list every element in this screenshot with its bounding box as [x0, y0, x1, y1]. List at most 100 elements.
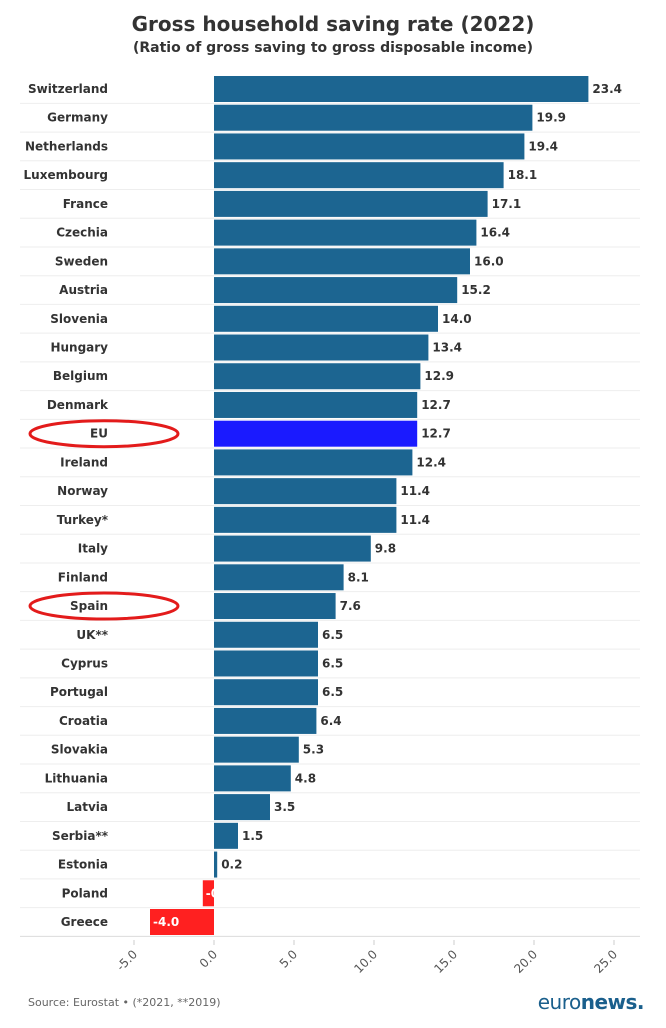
- bar-uk: [214, 621, 318, 648]
- value-label: 13.4: [432, 341, 462, 355]
- category-label: Slovakia: [51, 743, 108, 757]
- chart-subtitle: (Ratio of gross saving to gross disposab…: [132, 40, 534, 56]
- value-label: 0.2: [221, 858, 242, 872]
- bar-slovakia: [214, 736, 299, 763]
- x-tick-label: 20.0: [511, 947, 540, 976]
- value-label: 1.5: [242, 829, 263, 843]
- value-label: -4.0: [153, 915, 179, 929]
- value-label: 18.1: [508, 168, 538, 182]
- euronews-logo: euronews.: [537, 990, 645, 1014]
- category-label: UK**: [76, 628, 108, 642]
- bar-chart: -5.0 0.0 5.0 10.0 15.0 20.0 25.0 Switzerland 23.…: [20, 76, 640, 976]
- category-label: Cyprus: [61, 656, 108, 670]
- value-label: 11.4: [400, 513, 430, 527]
- bar-serbia: [214, 822, 238, 849]
- x-tick-label: 10.0: [351, 947, 380, 976]
- x-tick-label: 0.0: [197, 947, 220, 970]
- value-label: 19.9: [536, 111, 566, 125]
- source-note: Source: Eurostat • (*2021, **2019): [28, 996, 221, 1009]
- category-label: Croatia: [59, 714, 108, 728]
- bar-netherlands: [214, 133, 525, 160]
- chart-title: Gross household saving rate (2022): [131, 12, 535, 36]
- value-label: 6.5: [322, 685, 343, 699]
- bar-poland: [202, 880, 214, 907]
- value-label: 16.4: [480, 226, 510, 240]
- bar-lithuania: [214, 765, 291, 792]
- bar-spain: [214, 593, 336, 620]
- category-label: Italy: [78, 542, 108, 556]
- value-label: 7.6: [340, 599, 361, 613]
- category-label: Latvia: [66, 800, 108, 814]
- bar-slovenia: [214, 305, 438, 332]
- bar-luxembourg: [214, 162, 504, 189]
- value-label: 12.7: [421, 427, 451, 441]
- bar-ireland: [214, 449, 413, 476]
- bar-finland: [214, 564, 344, 591]
- bar-czechia: [214, 219, 477, 246]
- value-label: 12.4: [416, 455, 446, 469]
- value-label: 17.1: [492, 197, 522, 211]
- category-label: Austria: [59, 283, 108, 297]
- value-label: 11.4: [400, 484, 430, 498]
- category-label: Turkey*: [57, 513, 109, 527]
- value-label: 6.5: [322, 628, 343, 642]
- value-label: 5.3: [303, 743, 324, 757]
- value-label: -0.7: [206, 886, 232, 900]
- bar-switzerland: [214, 76, 589, 102]
- value-label: 23.4: [592, 82, 622, 96]
- category-label: Germany: [47, 111, 108, 125]
- bar-germany: [214, 104, 533, 131]
- value-label: 14.0: [442, 312, 472, 326]
- category-label: Finland: [58, 570, 108, 584]
- category-label: Czechia: [56, 226, 108, 240]
- bar-italy: [214, 535, 371, 562]
- category-label: Belgium: [53, 369, 108, 383]
- category-label: EU: [90, 427, 108, 441]
- bar-norway: [214, 478, 397, 505]
- category-label: Spain: [70, 599, 108, 613]
- category-label: Sweden: [55, 254, 108, 268]
- category-label: France: [63, 197, 108, 211]
- category-label: Denmark: [47, 398, 109, 412]
- bar-cyprus: [214, 650, 318, 677]
- bar-turkey: [214, 506, 397, 533]
- bar-latvia: [214, 794, 270, 821]
- logo-part-bold: news.: [580, 990, 645, 1014]
- bar-france: [214, 190, 488, 217]
- category-label: Poland: [62, 886, 108, 900]
- x-tick-label: -5.0: [114, 947, 140, 973]
- value-label: 6.5: [322, 656, 343, 670]
- value-label: 16.0: [474, 254, 504, 268]
- bar-croatia: [214, 707, 317, 734]
- bar-portugal: [214, 679, 318, 706]
- category-label: Greece: [61, 915, 108, 929]
- value-label: 8.1: [348, 570, 369, 584]
- category-label: Norway: [57, 484, 108, 498]
- category-label: Luxembourg: [24, 168, 108, 182]
- category-label: Lithuania: [45, 771, 108, 785]
- value-label: 4.8: [295, 771, 316, 785]
- x-tick-label: 25.0: [591, 947, 620, 976]
- bar-estonia: [214, 851, 218, 878]
- logo-part: euro: [537, 990, 582, 1014]
- value-label: 3.5: [274, 800, 295, 814]
- bar-greece: [150, 909, 214, 935]
- value-label: 12.9: [424, 369, 454, 383]
- bar-belgium: [214, 363, 421, 390]
- bar-hungary: [214, 334, 429, 361]
- category-label: Slovenia: [50, 312, 108, 326]
- bar-austria: [214, 277, 458, 304]
- category-label: Estonia: [58, 858, 108, 872]
- bar-sweden: [214, 248, 470, 275]
- value-label: 9.8: [375, 542, 396, 556]
- category-label: Switzerland: [28, 82, 108, 96]
- category-label: Netherlands: [25, 139, 108, 153]
- category-label: Ireland: [60, 455, 108, 469]
- x-tick-label: 15.0: [431, 947, 460, 976]
- category-label: Serbia**: [52, 829, 109, 843]
- bar-denmark: [214, 391, 418, 418]
- highlight-circle: [28, 419, 180, 449]
- highlight-circle: [28, 591, 180, 621]
- bar-eu: [214, 420, 418, 447]
